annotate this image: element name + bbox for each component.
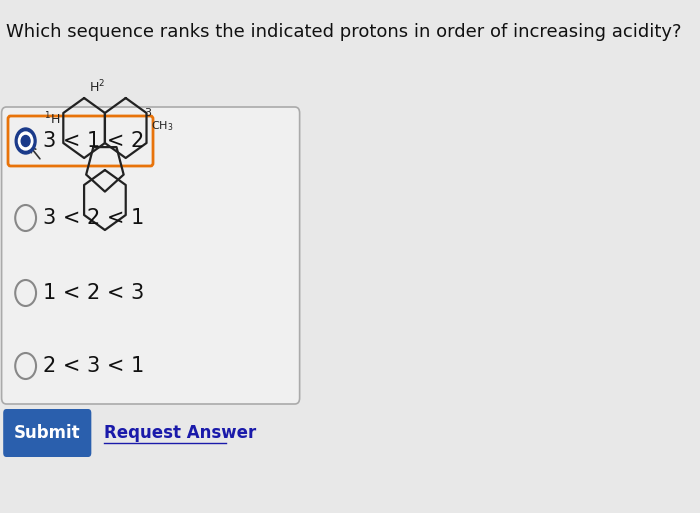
Text: Which sequence ranks the indicated protons in order of increasing acidity?: Which sequence ranks the indicated proto… [6,23,682,41]
Text: Submit: Submit [14,424,80,442]
Text: H$^2$: H$^2$ [90,79,106,96]
Circle shape [15,128,36,154]
FancyBboxPatch shape [1,107,300,404]
Text: 3: 3 [144,108,150,118]
FancyBboxPatch shape [8,116,153,166]
Text: CH$_3$: CH$_3$ [151,120,174,133]
Text: Request Answer: Request Answer [104,424,256,442]
Text: 2 < 3 < 1: 2 < 3 < 1 [43,356,144,376]
FancyBboxPatch shape [4,409,91,457]
Text: 1 < 2 < 3: 1 < 2 < 3 [43,283,144,303]
Text: 3 < 1 < 2: 3 < 1 < 2 [43,131,144,151]
Circle shape [18,132,33,150]
Text: $^1$H: $^1$H [43,111,60,127]
Circle shape [21,135,30,147]
Text: 3 < 2 < 1: 3 < 2 < 1 [43,208,144,228]
